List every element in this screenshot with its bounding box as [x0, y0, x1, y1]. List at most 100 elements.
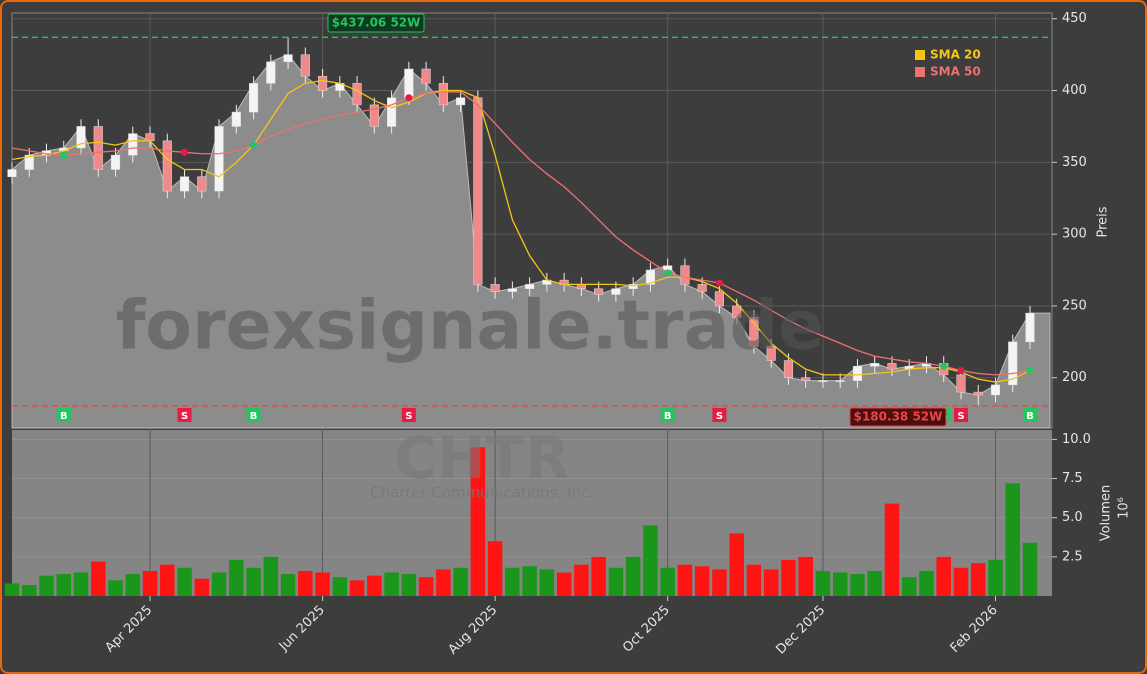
signal-box — [660, 408, 675, 422]
volume-bar — [4, 583, 20, 596]
candle-body — [680, 265, 690, 285]
candle-body — [645, 269, 655, 285]
signal-dot — [250, 141, 258, 149]
volume-bar — [453, 567, 468, 596]
candle-body — [1025, 312, 1035, 343]
candle-body — [387, 97, 397, 127]
volume-bar — [56, 574, 72, 596]
y-tick-label: 400 — [1062, 83, 1087, 98]
candle-body — [973, 391, 983, 396]
y-tick-label: 200 — [1062, 370, 1087, 385]
x-tick-label: Apr 2025 — [103, 603, 156, 656]
candle-body — [456, 97, 466, 106]
watermark: forexsignale.trade — [116, 287, 825, 366]
volume-bar — [556, 572, 572, 596]
candle-body — [179, 176, 190, 192]
candle-body — [801, 377, 811, 381]
y-axis-label: Preis — [1096, 206, 1111, 237]
volume-bar — [574, 564, 589, 596]
volume-bar — [936, 556, 951, 596]
signal-label: B — [250, 411, 258, 422]
volume-bar — [1022, 542, 1038, 596]
volume-bar — [901, 577, 917, 596]
volume-y-tick-label: 7.5 — [1062, 471, 1083, 486]
candle-body — [490, 284, 500, 292]
signal-dot — [957, 367, 965, 375]
signal-dot — [940, 362, 948, 370]
candle-body — [197, 176, 207, 192]
volume-bar — [436, 569, 451, 596]
annotation-box — [327, 13, 425, 33]
signal-box — [1023, 408, 1037, 422]
volume-bar — [384, 572, 399, 596]
candle-body — [128, 133, 138, 156]
candle-body — [214, 126, 224, 192]
candle-body — [835, 380, 845, 382]
volume-bar — [884, 503, 900, 596]
annotation-box — [849, 407, 947, 427]
volume-bar — [194, 578, 210, 596]
volume-bar — [280, 574, 296, 596]
volume-bar — [798, 556, 813, 596]
x-tick-label: Dec 2025 — [774, 603, 829, 658]
volume-bar — [867, 570, 882, 596]
y-tick-label: 450 — [1062, 11, 1087, 26]
volume-bar — [332, 577, 348, 596]
volume-bar — [522, 566, 537, 596]
volume-bar — [660, 567, 675, 596]
volume-bar — [643, 525, 658, 596]
candle-body — [663, 265, 673, 271]
volume-bar — [367, 575, 382, 596]
volume-bar — [712, 569, 727, 596]
volume-y-tick-label: 5.0 — [1062, 510, 1083, 525]
signal-label: S — [957, 411, 964, 422]
volume-bar — [832, 572, 848, 596]
volume-bar — [677, 564, 693, 596]
volume-bar — [539, 569, 555, 596]
volume-bar — [781, 559, 796, 596]
candle-body — [594, 288, 604, 295]
candle-body — [852, 366, 863, 381]
candle-body — [783, 360, 794, 378]
volume-y-tick-label: 10.0 — [1062, 432, 1091, 447]
y-tick-label: 350 — [1062, 155, 1087, 170]
candle-body — [525, 284, 535, 289]
volume-bar — [39, 575, 54, 596]
candle-body — [818, 380, 828, 382]
candle-body — [956, 374, 966, 393]
volume-bar — [298, 570, 313, 596]
volume-bar — [763, 569, 779, 596]
signal-dot — [715, 279, 723, 287]
signal-label: S — [716, 411, 723, 422]
legend-swatch — [915, 67, 925, 77]
candle-body — [300, 54, 310, 77]
volume-bar — [919, 570, 934, 596]
signal-dot — [664, 269, 672, 277]
candle-body — [93, 126, 103, 170]
volume-bar — [694, 566, 710, 596]
candle-body — [404, 68, 414, 98]
volume-bar — [73, 572, 89, 596]
candle-body — [714, 291, 724, 307]
signal-label: S — [405, 411, 412, 422]
volume-bar — [608, 567, 624, 596]
candle-body — [76, 126, 86, 149]
volume-bar — [470, 447, 486, 596]
candle-body — [507, 288, 517, 292]
volume-bar — [729, 533, 744, 596]
signal-box — [177, 408, 192, 422]
volume-bar — [970, 563, 986, 596]
x-tick-label: Jun 2025 — [276, 603, 328, 655]
candle-body — [318, 75, 328, 91]
legend-swatch — [915, 50, 925, 60]
candle-body — [24, 154, 34, 170]
volume-bar — [988, 559, 1003, 596]
volume-bar — [815, 570, 831, 596]
x-tick-label: Feb 2026 — [948, 603, 1001, 656]
candle-body — [110, 154, 121, 170]
volume-bar — [591, 556, 606, 596]
volume-unit: 10⁶ — [1117, 497, 1132, 519]
volume-bar — [246, 567, 261, 596]
candle-body — [283, 54, 293, 63]
